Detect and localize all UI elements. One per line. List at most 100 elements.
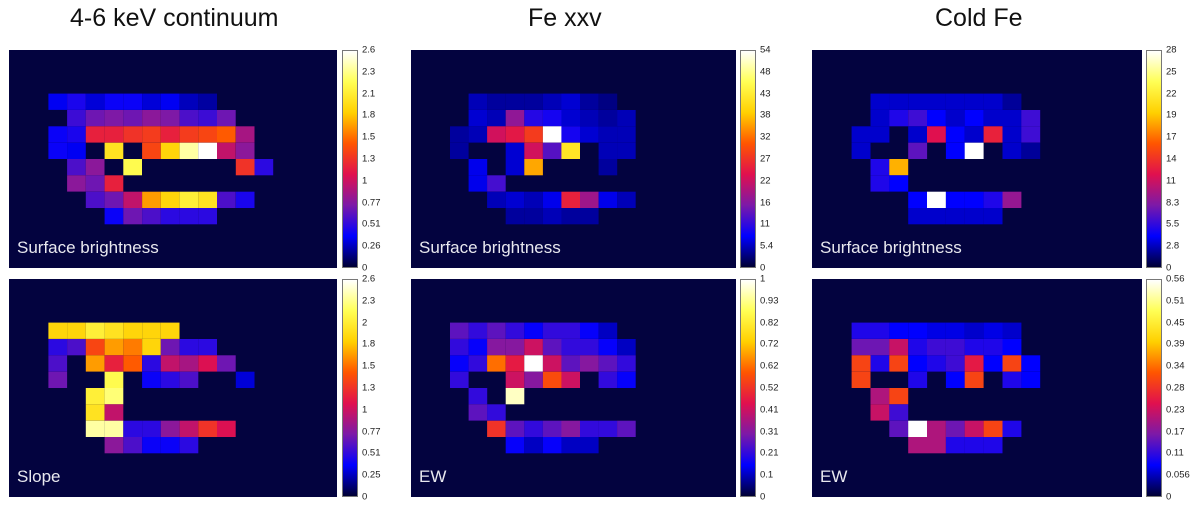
- heatmap-cell: [945, 322, 965, 339]
- heatmap-cell: [945, 437, 965, 454]
- heatmap-cell: [48, 126, 68, 143]
- colorbar-tick-label: 0.28: [1166, 382, 1185, 394]
- colorbar-tick-label: 1.8: [362, 338, 376, 350]
- heatmap-cell: [617, 420, 636, 437]
- heatmap-cell: [468, 110, 488, 127]
- heatmap-cell: [945, 93, 965, 110]
- map-label: EW: [419, 467, 447, 486]
- colorbar: [342, 279, 358, 497]
- heatmap-cell: [1002, 126, 1022, 143]
- heatmap-cell: [505, 420, 525, 437]
- heatmap-map: [812, 279, 1142, 497]
- heatmap-cell: [598, 339, 618, 356]
- colorbar-tick-label: 19: [1166, 109, 1177, 121]
- heatmap-cell: [927, 437, 946, 454]
- heatmap-cell: [179, 142, 199, 159]
- colorbar-tick-label: 2.1: [362, 88, 376, 100]
- heatmap-cell: [889, 339, 909, 356]
- heatmap-cell: [160, 191, 180, 208]
- heatmap-cell: [617, 191, 636, 208]
- colorbar-tick-label: 22: [1166, 88, 1177, 100]
- heatmap-cell: [908, 339, 928, 356]
- heatmap-cell: [468, 322, 488, 339]
- heatmap-cell: [85, 175, 105, 192]
- heatmap-cell: [468, 404, 488, 421]
- heatmap-cell: [487, 322, 506, 339]
- colorbar-tick-label: 22: [760, 175, 771, 187]
- colorbar-tick-label: 14: [1166, 153, 1177, 165]
- heatmap-cell: [542, 142, 562, 159]
- heatmap-cell: [123, 437, 142, 454]
- heatmap-cell: [870, 93, 890, 110]
- colorbar-tick-label: 0.31: [760, 426, 779, 438]
- heatmap-cell: [104, 388, 124, 405]
- heatmap-cell: [542, 126, 562, 143]
- heatmap-cell: [945, 355, 965, 372]
- colorbar-tick-label: 0.51: [362, 447, 381, 459]
- heatmap-cell: [505, 388, 525, 405]
- heatmap-cell: [908, 371, 928, 388]
- heatmap-cell: [580, 191, 599, 208]
- heatmap-cell: [160, 322, 180, 339]
- heatmap-cell: [524, 159, 543, 176]
- heatmap-cell: [964, 110, 984, 127]
- heatmap-cell: [945, 191, 965, 208]
- heatmap-cell: [561, 93, 580, 110]
- heatmap-cell: [561, 355, 580, 372]
- heatmap-cell: [908, 420, 928, 437]
- heatmap-cell: [487, 175, 506, 192]
- panel-5: EW: [812, 279, 1142, 497]
- heatmap-cell: [1002, 322, 1022, 339]
- heatmap-cell: [945, 126, 965, 143]
- heatmap-cell: [104, 355, 124, 372]
- heatmap-cell: [964, 437, 984, 454]
- map-label: Slope: [17, 467, 61, 486]
- colorbar-tick-label: 0.56: [1166, 273, 1185, 285]
- heatmap-cell: [505, 159, 525, 176]
- heatmap-cell: [217, 191, 236, 208]
- heatmap-cell: [85, 420, 105, 437]
- heatmap-cell: [468, 126, 488, 143]
- heatmap-cell: [217, 110, 236, 127]
- colorbar-tick-label: 48: [760, 66, 771, 78]
- heatmap-cell: [580, 208, 599, 225]
- heatmap-cell: [1002, 93, 1022, 110]
- heatmap-cell: [123, 191, 142, 208]
- heatmap-cell: [927, 191, 946, 208]
- heatmap-cell: [908, 322, 928, 339]
- heatmap-cell: [851, 126, 871, 143]
- heatmap-cell: [198, 191, 217, 208]
- heatmap-cell: [598, 355, 618, 372]
- heatmap-cell: [870, 126, 890, 143]
- heatmap-cell: [524, 110, 543, 127]
- colorbar-ticks: 2.6 2.3 2 1.8 1.5 1.3 1 0.77 0.51 0.25 0: [362, 274, 396, 503]
- map-label: Surface brightness: [419, 238, 561, 257]
- heatmap-cell: [983, 191, 1003, 208]
- heatmap-cell: [487, 420, 506, 437]
- heatmap-cell: [889, 355, 909, 372]
- heatmap-cell: [48, 371, 68, 388]
- column-title-continuum: 4-6 keV continuum: [70, 4, 279, 32]
- colorbar-tick-label: 0.41: [760, 404, 779, 416]
- heatmap-cell: [524, 208, 543, 225]
- heatmap-cell: [870, 175, 890, 192]
- heatmap-cell: [889, 110, 909, 127]
- heatmap-cell: [217, 420, 236, 437]
- heatmap-cell: [67, 175, 86, 192]
- heatmap-cell: [598, 93, 618, 110]
- heatmap-cell: [104, 437, 124, 454]
- colorbar-ticks: 28 25 22 19 17 14 11 8.3 5.5 2.8 0: [1166, 45, 1200, 274]
- heatmap-cell: [505, 322, 525, 339]
- heatmap-cell: [870, 322, 890, 339]
- heatmap-cell: [983, 355, 1003, 372]
- heatmap-cell: [851, 371, 871, 388]
- colorbar-tick-label: 0: [1166, 262, 1172, 274]
- heatmap-map: [9, 279, 337, 497]
- heatmap-cell: [48, 339, 68, 356]
- heatmap-cell: [870, 388, 890, 405]
- colorbar-tick-label: 38: [760, 109, 771, 121]
- heatmap-cell: [142, 322, 161, 339]
- heatmap-cell: [142, 208, 161, 225]
- colorbar-tick-label: 0.39: [1166, 338, 1185, 350]
- colorbar-tick-label: 0: [760, 491, 766, 503]
